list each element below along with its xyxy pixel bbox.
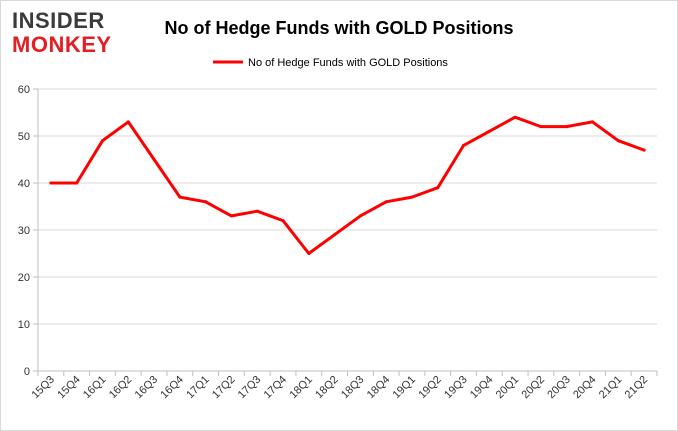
series-group [49,115,646,255]
x-tick-label: 20Q1 [494,374,522,402]
data-point-18Q1 [307,252,311,255]
data-point-18Q3 [358,214,362,218]
data-point-20Q4 [591,120,595,124]
x-tick-label: 16Q4 [158,374,186,402]
x-tick-label: 19Q2 [416,374,444,402]
y-tick-label: 10 [18,319,30,331]
x-tick-label: 18Q1 [287,374,315,402]
data-point-19Q1 [410,195,414,199]
y-tick-label: 30 [18,225,30,237]
x-tick-label: 16Q2 [107,374,135,402]
y-tick-label: 60 [18,84,30,96]
data-point-17Q2 [229,214,233,218]
x-tick-label: 19Q4 [468,374,496,402]
data-point-15Q4 [75,181,79,185]
data-point-19Q4 [487,129,491,133]
data-point-20Q1 [513,115,517,119]
x-tick-label: 18Q3 [339,374,367,402]
x-tick-label: 18Q2 [313,374,341,402]
x-tick-label: 15Q3 [29,374,57,402]
x-tick-label: 15Q4 [55,374,83,402]
data-point-18Q2 [333,233,337,237]
data-point-16Q4 [178,195,182,199]
insider-monkey-logo: INSIDER MONKEY [12,8,112,57]
y-tick-label: 0 [24,366,30,378]
data-point-19Q3 [462,143,466,147]
data-point-17Q3 [255,209,259,213]
x-axis-ticks: 15Q315Q416Q116Q216Q316Q417Q117Q217Q317Q4… [29,371,658,402]
x-tick-label: 17Q1 [184,374,212,402]
y-tick-label: 50 [18,131,30,143]
chart-title: No of Hedge Funds with GOLD Positions [165,18,514,38]
x-tick-label: 17Q4 [262,374,290,402]
data-point-16Q3 [152,158,156,161]
series-line [49,115,646,255]
x-tick-label: 17Q2 [210,374,238,402]
data-point-15Q3 [49,181,53,185]
gridlines [38,88,657,325]
legend: No of Hedge Funds with GOLD Positions [213,57,448,69]
x-tick-label: 20Q4 [571,374,599,402]
x-tick-label: 20Q3 [545,374,573,402]
x-tick-label: 21Q1 [597,374,625,402]
x-tick-label: 17Q3 [236,374,264,402]
y-tick-label: 20 [18,272,30,284]
data-point-21Q1 [616,139,620,143]
logo-line1: INSIDER [12,8,105,33]
x-tick-label: 20Q2 [520,374,548,402]
legend-label: No of Hedge Funds with GOLD Positions [248,57,448,69]
logo-line2: MONKEY [12,32,112,57]
x-tick-label: 19Q3 [442,374,470,402]
data-point-20Q2 [539,125,543,129]
data-point-16Q2 [126,120,130,124]
x-tick-label: 18Q4 [365,374,393,402]
data-point-17Q1 [204,200,208,204]
data-point-21Q2 [642,148,646,152]
data-point-19Q2 [436,186,440,190]
data-point-20Q3 [565,125,569,129]
y-axis-ticks: 0 10 20 30 40 50 60 [18,84,38,378]
data-point-17Q4 [281,219,285,223]
x-tick-label: 16Q3 [133,374,161,402]
axes [37,89,657,372]
y-tick-label: 40 [18,178,30,190]
data-point-18Q4 [384,200,388,204]
data-point-16Q1 [100,139,104,143]
x-tick-label: 21Q2 [623,374,651,402]
x-tick-label: 16Q1 [81,374,109,402]
x-tick-label: 19Q1 [391,374,419,402]
